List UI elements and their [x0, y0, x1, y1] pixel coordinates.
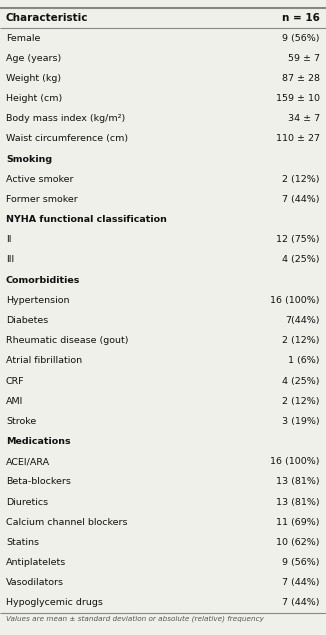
Text: 10 (62%): 10 (62%) [276, 538, 320, 547]
Text: Atrial fibrillation: Atrial fibrillation [6, 356, 82, 365]
Text: 110 ± 27: 110 ± 27 [276, 135, 320, 144]
Text: Smoking: Smoking [6, 154, 52, 164]
Text: Calcium channel blockers: Calcium channel blockers [6, 518, 127, 526]
Text: Age (years): Age (years) [6, 54, 61, 63]
Text: Stroke: Stroke [6, 417, 36, 426]
Text: Body mass index (kg/m²): Body mass index (kg/m²) [6, 114, 125, 123]
Text: Characteristic: Characteristic [6, 13, 88, 23]
Text: 12 (75%): 12 (75%) [276, 236, 320, 244]
Text: 59 ± 7: 59 ± 7 [288, 54, 320, 63]
Text: Height (cm): Height (cm) [6, 94, 62, 103]
Text: Beta-blockers: Beta-blockers [6, 478, 71, 486]
Text: 16 (100%): 16 (100%) [271, 457, 320, 466]
Text: Medications: Medications [6, 437, 71, 446]
Text: Diuretics: Diuretics [6, 498, 48, 507]
Text: Active smoker: Active smoker [6, 175, 73, 184]
Text: 16 (100%): 16 (100%) [271, 296, 320, 305]
Text: 7 (44%): 7 (44%) [283, 578, 320, 587]
Text: Antiplatelets: Antiplatelets [6, 558, 66, 567]
Text: 4 (25%): 4 (25%) [283, 255, 320, 265]
Text: Diabetes: Diabetes [6, 316, 48, 325]
Text: 1 (6%): 1 (6%) [289, 356, 320, 365]
Text: 159 ± 10: 159 ± 10 [276, 94, 320, 103]
Text: ACEI/ARA: ACEI/ARA [6, 457, 50, 466]
Text: 7 (44%): 7 (44%) [283, 195, 320, 204]
Text: AMI: AMI [6, 397, 23, 406]
Text: n = 16: n = 16 [282, 13, 320, 23]
Text: III: III [6, 255, 14, 265]
Text: Statins: Statins [6, 538, 39, 547]
Text: Hypertension: Hypertension [6, 296, 69, 305]
Text: II: II [6, 236, 11, 244]
Text: 4 (25%): 4 (25%) [283, 377, 320, 385]
Text: 13 (81%): 13 (81%) [276, 498, 320, 507]
Text: 2 (12%): 2 (12%) [283, 397, 320, 406]
Text: 11 (69%): 11 (69%) [276, 518, 320, 526]
Text: 7(44%): 7(44%) [286, 316, 320, 325]
Text: Values are mean ± standard deviation or absolute (relative) frequency: Values are mean ± standard deviation or … [6, 615, 264, 622]
Text: CRF: CRF [6, 377, 25, 385]
Text: Former smoker: Former smoker [6, 195, 78, 204]
Text: 2 (12%): 2 (12%) [283, 175, 320, 184]
Text: 9 (56%): 9 (56%) [283, 558, 320, 567]
Text: 2 (12%): 2 (12%) [283, 336, 320, 345]
Text: NYHA functional classification: NYHA functional classification [6, 215, 167, 224]
Text: Weight (kg): Weight (kg) [6, 74, 61, 83]
Text: 34 ± 7: 34 ± 7 [288, 114, 320, 123]
Text: 7 (44%): 7 (44%) [283, 598, 320, 608]
Text: Hypoglycemic drugs: Hypoglycemic drugs [6, 598, 103, 608]
Text: Rheumatic disease (gout): Rheumatic disease (gout) [6, 336, 128, 345]
Text: Female: Female [6, 34, 40, 43]
Text: Vasodilators: Vasodilators [6, 578, 64, 587]
Text: 87 ± 28: 87 ± 28 [282, 74, 320, 83]
Text: 3 (19%): 3 (19%) [282, 417, 320, 426]
Text: Comorbidities: Comorbidities [6, 276, 81, 284]
Text: Waist circumference (cm): Waist circumference (cm) [6, 135, 128, 144]
Text: 9 (56%): 9 (56%) [283, 34, 320, 43]
Text: 13 (81%): 13 (81%) [276, 478, 320, 486]
